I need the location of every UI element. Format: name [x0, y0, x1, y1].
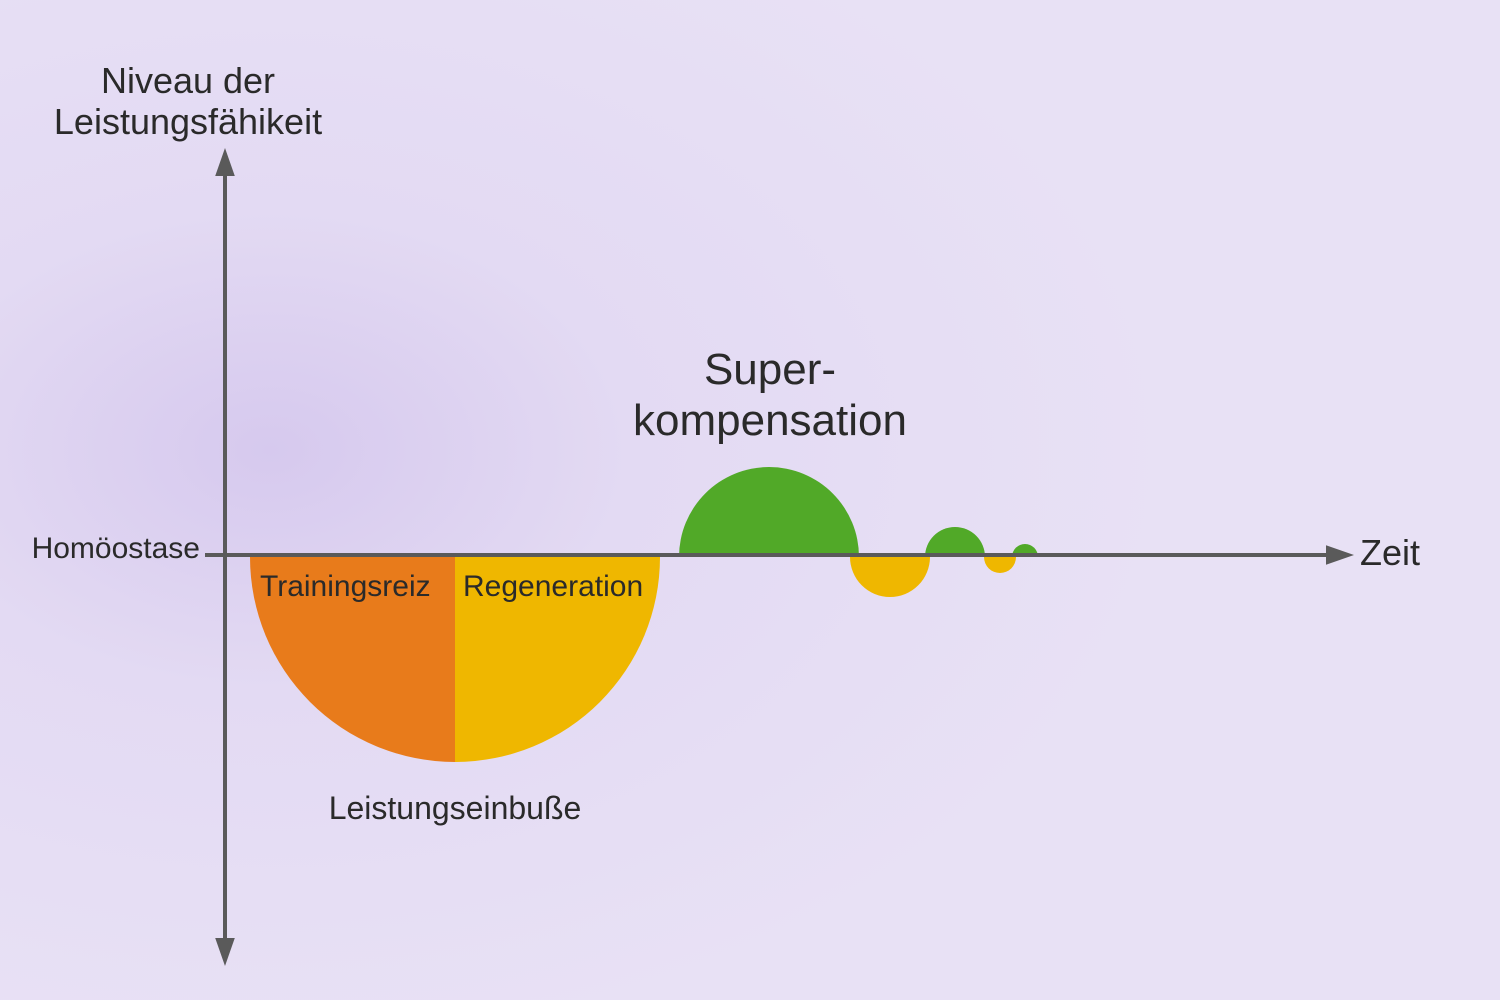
x-axis-title: Zeit — [1360, 532, 1420, 573]
y-axis-title-line2: Leistungsfähikeit — [54, 101, 322, 142]
supercompensation-diagram — [0, 0, 1500, 1000]
dip-2 — [984, 557, 1016, 573]
y-axis-arrow-up — [215, 148, 235, 176]
regeneration-label: Regeneration — [463, 570, 643, 605]
supercompensation-line1: Super- — [704, 345, 836, 394]
supercompensation-line2: kompensation — [633, 396, 907, 445]
dip-1 — [850, 557, 930, 597]
y-axis-arrow-down — [215, 938, 235, 966]
training-label: Trainingsreiz — [260, 570, 431, 605]
x-axis-arrow — [1326, 545, 1354, 565]
supercompensation-bump-2 — [925, 527, 985, 557]
homeostasis-label: Homöostase — [32, 532, 200, 567]
performance-loss-label: Leistungseinbuße — [155, 790, 755, 827]
supercompensation-bump-1 — [679, 467, 859, 557]
y-axis-title-line1: Niveau der — [101, 60, 275, 101]
y-axis-title: Niveau der Leistungsfähikeit — [0, 60, 488, 143]
supercompensation-title: Super- kompensation — [470, 345, 1070, 446]
